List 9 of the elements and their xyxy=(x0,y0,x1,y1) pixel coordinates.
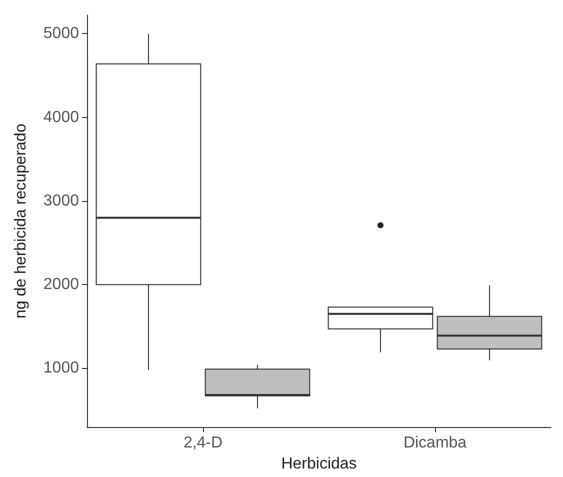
y-tick-label: 2000 xyxy=(43,276,80,294)
y-tick-label: 4000 xyxy=(43,108,80,126)
x-tick-label: Dicamba xyxy=(403,434,467,452)
y-tick-label: 1000 xyxy=(43,360,80,377)
y-axis-title: ng de herbicida recuperado xyxy=(12,124,30,318)
y-tick-label: 3000 xyxy=(43,192,80,210)
x-tick-label: 2,4-D xyxy=(183,434,223,452)
x-axis-title: Herbicidas xyxy=(281,456,357,472)
y-tick-label: 5000 xyxy=(43,25,80,42)
